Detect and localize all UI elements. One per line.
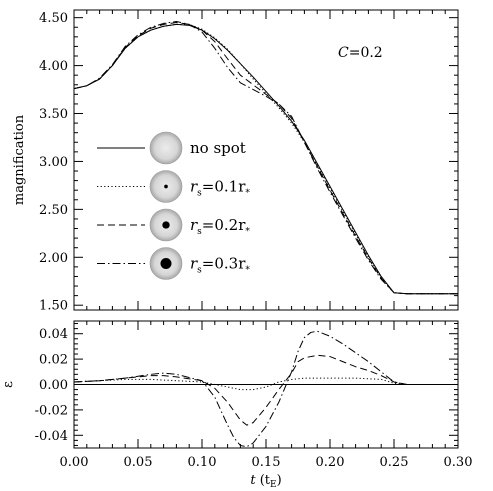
star-spot-icon bbox=[162, 221, 170, 229]
y-tick-label: 2.50 bbox=[39, 203, 68, 218]
series-line-dashdot bbox=[74, 330, 458, 448]
x-tick-label: 0.10 bbox=[188, 455, 217, 470]
y-tick-label: -0.02 bbox=[35, 403, 68, 418]
y-axis-label: magnification bbox=[12, 114, 27, 205]
series-line-dashed bbox=[74, 21, 458, 295]
y-tick-label: 2.00 bbox=[39, 251, 68, 266]
y-tick-label: 0.04 bbox=[39, 327, 68, 342]
legend-label: rs=0.1r* bbox=[190, 178, 250, 199]
magnification-panel: 1.50 2.00 2.50 3.00 3.50 4.00 4.50 magnificatio… bbox=[12, 9, 459, 314]
legend-entry: rs=0.2r* bbox=[97, 208, 250, 242]
x-tick-label: 0.15 bbox=[252, 455, 281, 470]
legend-entry: rs=0.1r* bbox=[97, 170, 250, 203]
x-tick-label: 0.20 bbox=[316, 455, 345, 470]
y-tick-label: 1.50 bbox=[39, 299, 68, 314]
series-line-dotted bbox=[74, 377, 458, 391]
series-line-dashdot bbox=[74, 21, 458, 295]
legend-entry: no spot bbox=[97, 131, 246, 165]
star-disk-icon bbox=[149, 131, 183, 165]
series-line-solid bbox=[74, 23, 458, 295]
legend-label: rs=0.2r* bbox=[190, 216, 250, 237]
x-axis-label: t (tE) bbox=[250, 473, 281, 490]
legend-label: no spot bbox=[190, 139, 246, 157]
x-tick-label: 0.00 bbox=[60, 455, 89, 470]
limb-darkening-annotation: C=0.2 bbox=[338, 45, 383, 61]
series-line-dotted bbox=[74, 23, 458, 295]
x-tick-label: 0.30 bbox=[444, 455, 473, 470]
epsilon-panel: -0.04 -0.02 0.00 0.02 0.04 0.00 0.05 0.10 0.15 0.… bbox=[1, 320, 473, 490]
x-tick-label: 0.25 bbox=[380, 455, 409, 470]
series-line-dashed bbox=[74, 354, 458, 426]
legend-label: rs=0.3r* bbox=[190, 255, 250, 276]
legend-entry: rs=0.3r* bbox=[97, 247, 250, 280]
y-tick-label: 4.00 bbox=[39, 59, 68, 74]
y-tick-label: 3.00 bbox=[39, 155, 68, 170]
plot-frame bbox=[73, 9, 459, 311]
y-tick-label: 4.50 bbox=[39, 11, 68, 26]
y-tick-label: 0.00 bbox=[39, 378, 68, 393]
x-tick-label: 0.05 bbox=[124, 455, 153, 470]
star-spot-icon bbox=[160, 257, 172, 270]
star-spot-icon bbox=[164, 184, 168, 189]
y-tick-label: 0.02 bbox=[39, 353, 68, 368]
y-tick-label: 3.50 bbox=[39, 107, 68, 122]
y-axis-label-epsilon: ε bbox=[1, 381, 16, 388]
y-tick-label: -0.04 bbox=[35, 429, 68, 444]
